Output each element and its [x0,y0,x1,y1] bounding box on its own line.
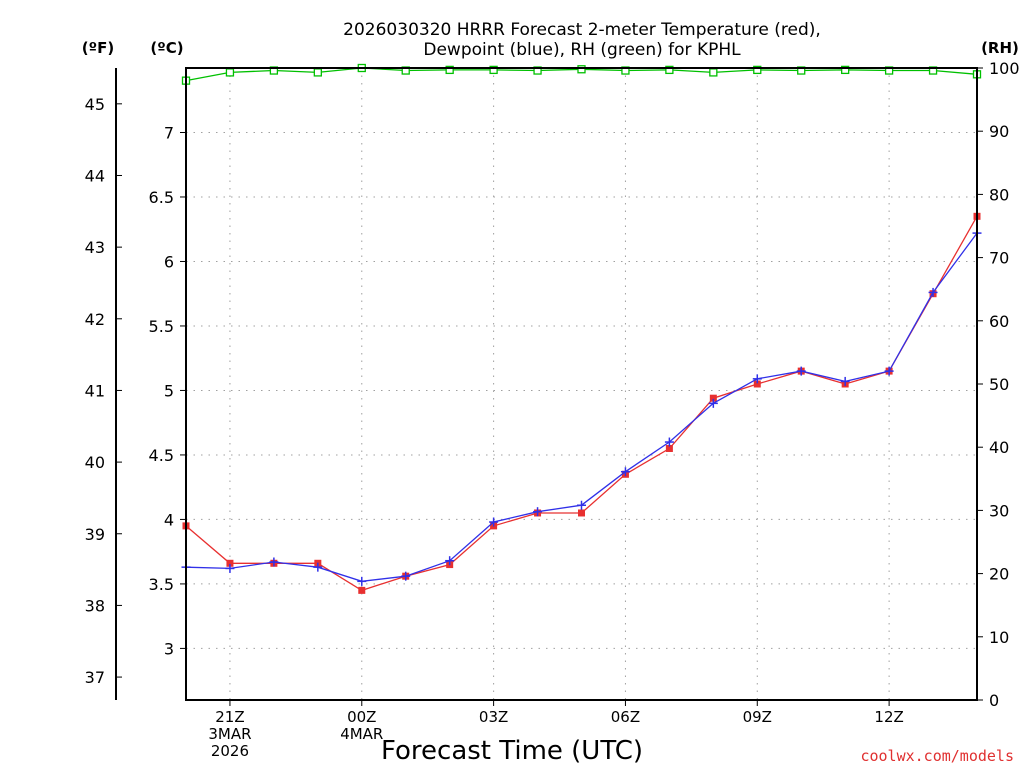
celsius-tick-label: 3 [164,639,174,658]
dewpoint-point [620,467,630,477]
fahrenheit-tick-label: 39 [85,525,105,544]
celsius-tick-label: 4.5 [149,446,174,465]
time-tick-label: 12Z [874,708,903,726]
dewpoint-point [401,571,411,581]
fahrenheit-tick-label: 41 [85,381,105,400]
rh-tick-label: 0 [989,691,999,710]
temperature-point [226,559,234,567]
rh-point [841,65,850,75]
celsius-axis: 3 3.5 4 4.5 5 5.5 6 6.5 7 [149,123,186,658]
rh-tick-label: 60 [989,312,1009,331]
rh-tick-label: 70 [989,249,1009,268]
celsius-tick-label: 5.5 [149,317,174,336]
rh-point [709,68,718,77]
rh-tick-label: 30 [989,501,1009,520]
rh-tick-label: 90 [989,122,1009,141]
dewpoint-point [577,500,586,510]
temperature-point [578,509,585,517]
celsius-tick-label: 4 [164,510,174,529]
celsius-tick-label: 7 [164,123,174,142]
rh-tick-label: 20 [989,565,1009,584]
celsius-tick-label: 6 [164,252,174,271]
dewpoint-point [225,563,235,573]
dewpoint-point [928,287,938,297]
fahrenheit-tick-label: 42 [85,310,105,329]
fahrenheit-unit-label: (ºF) [82,39,114,57]
fahrenheit-tick-label: 45 [85,95,105,114]
dewpoint-point [840,376,850,386]
dewpoint-point [708,398,718,408]
rh-tick-label: 40 [989,438,1009,457]
rh-point [225,68,235,77]
dewpoint-point [313,562,323,572]
x-axis-title: Forecast Time (UTC) [381,736,643,766]
time-tick-label: 03Z [479,708,508,726]
grid-lines [186,68,977,700]
temperature-point [753,380,761,388]
temperature-point [709,394,717,402]
time-tick-label: 2026 [211,742,249,760]
rh-point [665,65,674,75]
dewpoint-line [185,232,978,582]
temperature-line [185,215,978,592]
rh-axis: 0 10 20 30 40 50 60 70 80 90 100 [977,59,1020,710]
dewpoint-point [489,517,499,527]
rh-tick-label: 100 [989,59,1020,78]
dewpoint-point [357,576,367,586]
celsius-tick-label: 5 [164,381,174,400]
dewpoint-point [533,507,543,517]
time-tick-label: 00Z [347,708,376,726]
time-tick-label: 06Z [611,708,640,726]
temperature-series [182,212,981,594]
celsius-tick-label: 6.5 [149,188,174,207]
data-series [181,63,982,594]
temperature-point [358,586,366,594]
fahrenheit-tick-label: 40 [85,453,105,472]
dewpoint-point [269,557,279,567]
credit-label: coolwx.com/models [860,747,1014,765]
temperature-point [665,444,673,452]
rh-point [313,68,322,77]
rh-point [445,65,454,75]
time-tick-label: 21Z [215,708,244,726]
chart-title-line-2: Dewpoint (blue), RH (green) for KPHL [423,40,741,60]
dewpoint-point [445,556,455,566]
celsius-tick-label: 3.5 [149,575,174,594]
dewpoint-point [796,366,806,376]
plot-frame [185,67,978,701]
fahrenheit-axis: 37 38 39 40 41 42 43 44 45 [85,95,122,687]
fahrenheit-tick-label: 37 [85,668,105,687]
fahrenheit-tick-label: 43 [85,238,105,257]
rh-tick-label: 80 [989,185,1009,204]
chart-title-line-1: 2026030320 HRRR Forecast 2-meter Tempera… [343,20,821,40]
celsius-unit-label: (ºC) [150,39,183,57]
rh-unit-label: (RH) [981,39,1019,57]
time-tick-label: 09Z [743,708,772,726]
rh-tick-label: 50 [989,375,1009,394]
dewpoint-point [752,374,762,384]
time-tick-label: 4MAR [340,725,383,743]
fahrenheit-tick-label: 38 [85,596,105,615]
rh-point [489,65,498,75]
dewpoint-point [884,366,894,376]
time-tick-label: 3MAR [208,725,251,743]
fahrenheit-tick-label: 44 [85,166,105,185]
rh-tick-label: 10 [989,628,1009,647]
dewpoint-point [664,437,674,447]
rh-point [753,65,762,75]
dewpoint-series [181,228,982,586]
rh-point [577,65,586,74]
